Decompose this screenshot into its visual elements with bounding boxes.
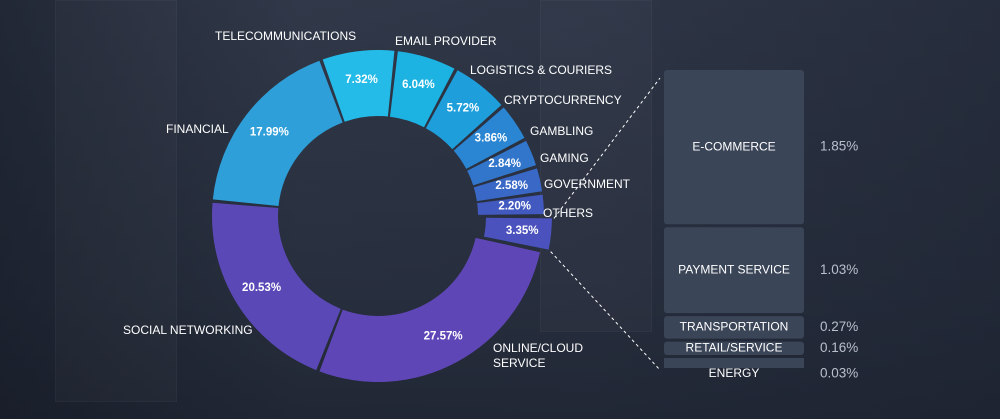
- breakdown-value-retail-service: 0.16%: [820, 340, 858, 355]
- slice-value-cryptocurrency: 3.86%: [475, 133, 508, 145]
- breakdown-label-payment-service: PAYMENT SERVICE: [678, 262, 790, 276]
- slice-label-government: GOVERNMENT: [544, 177, 631, 191]
- slice-government: [477, 194, 544, 215]
- slice-value-others: 3.35%: [506, 225, 539, 237]
- slice-gaming: [473, 168, 543, 202]
- slice-label-online-cloud-service: ONLINE/CLOUD SERVICE: [493, 341, 583, 370]
- breakdown-bar-e-commerce: [664, 70, 804, 225]
- breakdown-value-transportation: 0.27%: [820, 319, 858, 334]
- slice-label-cryptocurrency: CRYPTOCURRENCY: [504, 93, 622, 107]
- breakdown-bar-payment-service: [664, 227, 804, 314]
- slice-social-networking: [212, 202, 341, 371]
- breakdown-bar-transportation: [664, 316, 804, 339]
- slice-label-email-provider: EMAIL PROVIDER: [395, 34, 497, 48]
- breakdown-label-retail-service: RETAIL/SERVICE: [686, 341, 783, 355]
- slice-cryptocurrency: [453, 107, 525, 169]
- breakdown-label-e-commerce: E-COMMERCE: [692, 139, 775, 153]
- slice-label-others: OTHERS: [543, 206, 593, 220]
- breakdown-value-energy: 0.03%: [820, 366, 858, 381]
- slice-gambling: [467, 140, 536, 186]
- slice-label-social-networking: SOCIAL NETWORKING: [123, 323, 253, 337]
- slice-value-gambling: 2.84%: [488, 158, 521, 170]
- slice-value-financial: 17.99%: [250, 127, 289, 139]
- connector-line-bottom: [550, 251, 661, 371]
- breakdown-value-payment-service: 1.03%: [820, 262, 858, 277]
- slice-label-financial: FINANCIAL: [166, 122, 229, 136]
- slice-others: [483, 217, 552, 250]
- slice-value-social-networking: 20.53%: [242, 282, 281, 294]
- breakdown-bar-energy: [664, 358, 804, 368]
- slice-label-gaming: GAMING: [540, 151, 589, 165]
- slice-online-cloud-service: [319, 237, 541, 383]
- slice-label-gambling: GAMBLING: [530, 124, 593, 138]
- breakdown-label-energy: ENERGY: [709, 366, 760, 380]
- breakdown-label-transportation: TRANSPORTATION: [680, 320, 789, 334]
- breakdown-bar-retail-service: [664, 341, 804, 355]
- slice-logistics-couriers: [425, 70, 502, 150]
- breakdown-value-e-commerce: 1.85%: [820, 139, 858, 154]
- slice-label-telecommunications: TELECOMMUNICATIONS: [215, 29, 356, 43]
- slice-financial: [212, 60, 343, 206]
- slice-value-gaming: 2.58%: [495, 180, 528, 192]
- slice-value-logistics-couriers: 5.72%: [447, 103, 480, 115]
- slice-value-email-provider: 6.04%: [402, 79, 435, 91]
- slice-email-provider: [389, 51, 455, 128]
- slice-value-telecommunications: 7.32%: [345, 74, 378, 86]
- slice-value-online-cloud-service: 27.57%: [424, 331, 463, 343]
- slice-telecommunications: [322, 50, 395, 122]
- connector-line-top: [553, 77, 661, 219]
- slice-label-logistics-couriers: LOGISTICS & COURIERS: [470, 63, 612, 77]
- slice-value-government: 2.20%: [498, 200, 531, 212]
